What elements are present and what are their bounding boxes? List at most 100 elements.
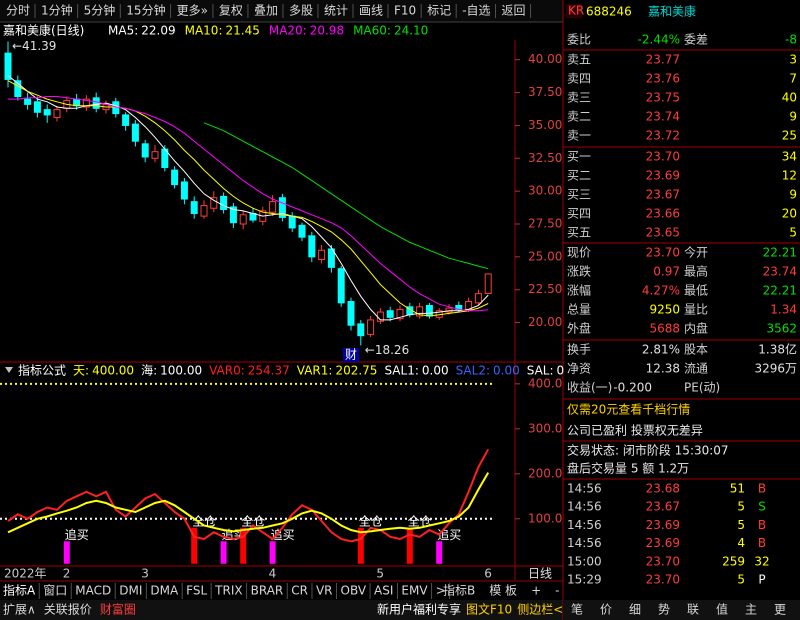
quote-value: 5688 (649, 322, 680, 336)
indicator-tab[interactable]: BRAR (251, 584, 284, 598)
quote-label: 委比 (567, 33, 591, 47)
promo-link[interactable]: 仅需20元查看千档行情 (567, 403, 690, 417)
toolbar-item[interactable]: 标记 (427, 4, 451, 18)
quote-value: 12.38 (646, 362, 680, 376)
indicator-line (7, 448, 490, 543)
indicator-tab[interactable]: 窗口 (43, 584, 67, 598)
footer-item[interactable]: 财富圈 (100, 602, 136, 617)
indicator-tab[interactable]: 指标B (443, 583, 475, 598)
indicator-tab[interactable]: FSL (186, 584, 207, 598)
book-label: 买四 (567, 207, 591, 221)
footer-item[interactable]: 新用户福利专享 (377, 602, 461, 617)
tick-time: 14:56 (567, 518, 602, 532)
panel-tab[interactable]: 细 (629, 603, 641, 617)
panel-tab[interactable]: 联 (687, 603, 699, 617)
toolbar-item[interactable]: 叠加 (254, 4, 278, 18)
candle-body (14, 80, 22, 98)
param-name: SAL1: (384, 364, 418, 378)
chart-title: 嘉和美康(日线) (3, 23, 84, 38)
panel-tab[interactable]: 势 (658, 603, 670, 617)
indicator-tab[interactable]: > (436, 584, 446, 598)
tick-time: 15:00 (567, 554, 602, 568)
book-label: 卖二 (567, 110, 591, 124)
quote-label: PE(动) (684, 381, 720, 395)
indicator-tab[interactable]: VR (316, 584, 333, 598)
legend-name: MA10: (185, 24, 223, 38)
candle-body (82, 98, 90, 108)
toolbar-item[interactable]: 1分钟 (41, 3, 73, 18)
toolbar-item[interactable]: 画线 (359, 4, 383, 18)
indicator-tab[interactable]: MACD (75, 584, 111, 598)
y-tick-label: 20.00 (528, 315, 562, 329)
toolbar-item[interactable]: 复权 (219, 4, 243, 18)
y-tick-label: 300.0 (528, 421, 562, 435)
candle-body (337, 268, 345, 304)
toolbar-item[interactable]: 分时 (6, 4, 30, 18)
footer-item[interactable]: 侧边栏< (517, 602, 563, 617)
quote-label: 委差 (684, 33, 708, 47)
panel-tab[interactable]: 值 (716, 602, 728, 617)
quote-label: 涨跌 (567, 264, 591, 279)
book-volume: 20 (782, 207, 797, 221)
indicator-tab[interactable]: OBV (341, 584, 367, 598)
quote-label: 最低 (684, 284, 708, 298)
param-value: 100.00 (160, 364, 202, 378)
footer-item[interactable]: 图文F10 (466, 602, 512, 617)
indicator-tab[interactable]: 模 板 (489, 584, 517, 598)
y-tick-label: 200.0 (528, 466, 562, 480)
indicator-tab[interactable]: EMV (401, 584, 428, 598)
toolbar-item[interactable]: 多股 (289, 4, 313, 18)
book-price: 23.67 (646, 188, 680, 202)
toolbar-item[interactable]: 15分钟 (126, 3, 165, 18)
quote-value: 3296万 (754, 362, 797, 376)
indicator-tab[interactable]: 指标A (3, 583, 36, 598)
candle-body (53, 109, 61, 119)
indicator-tab[interactable]: - (555, 584, 559, 598)
toolbar-item[interactable]: 返回 (502, 4, 526, 18)
footer-bg (0, 600, 563, 620)
indicator-tab[interactable]: + (531, 584, 541, 598)
indicator-tab[interactable]: ASI (374, 584, 393, 598)
ma-line (7, 80, 489, 317)
toolbar-item[interactable]: 5分钟 (84, 3, 116, 18)
candle-body (4, 52, 12, 80)
footer-item[interactable]: 关联报价 (44, 602, 92, 617)
indicator-tab[interactable]: DMI (119, 584, 142, 598)
signal-label: 全仓 (408, 513, 432, 528)
ma-line (203, 122, 489, 270)
panel-tab[interactable]: 更 (774, 603, 786, 617)
book-volume: 3 (789, 53, 797, 67)
x-tick-label: 6 (484, 567, 492, 581)
indicator-tab[interactable]: TRIX (214, 584, 242, 598)
panel-tab[interactable]: 价 (600, 603, 612, 617)
legend-value: 20.98 (310, 24, 344, 38)
dropdown-icon[interactable] (5, 367, 13, 373)
toolbar-item[interactable]: 统计 (324, 4, 348, 18)
quote-label: 换手 (567, 343, 591, 357)
book-label: 买一 (567, 150, 591, 164)
param-name: VAR0: (209, 364, 245, 378)
panel-tab[interactable]: 主 (745, 603, 757, 617)
toolbar-item[interactable]: 更多» (177, 4, 208, 18)
param-name: SAL: (527, 364, 554, 378)
signal-label: 全仓 (359, 513, 383, 528)
tick-flag: S (758, 500, 766, 514)
quote-value: 1.38亿 (758, 342, 797, 357)
y-tick-label: 40.00 (528, 52, 562, 66)
signal-bar (63, 541, 70, 564)
quote-value: 23.70 (646, 246, 680, 260)
panel-tab[interactable]: 笔 (571, 602, 583, 617)
quote-value: 0.97 (653, 265, 680, 279)
signal-bar (406, 527, 413, 564)
footer-item[interactable]: 扩展∧ (3, 603, 36, 617)
indicator-tab[interactable]: CR (291, 584, 308, 598)
y-tick-label: 37.50 (528, 85, 562, 99)
toolbar-item[interactable]: -自选 (462, 4, 490, 18)
indicator-tab[interactable]: DMA (150, 584, 179, 598)
param-value: 254.37 (248, 364, 290, 378)
candle-body (269, 201, 277, 213)
toolbar-item[interactable]: F10 (394, 4, 416, 18)
quote-label: 总量 (567, 303, 591, 317)
tick-volume: 259 (722, 554, 745, 568)
